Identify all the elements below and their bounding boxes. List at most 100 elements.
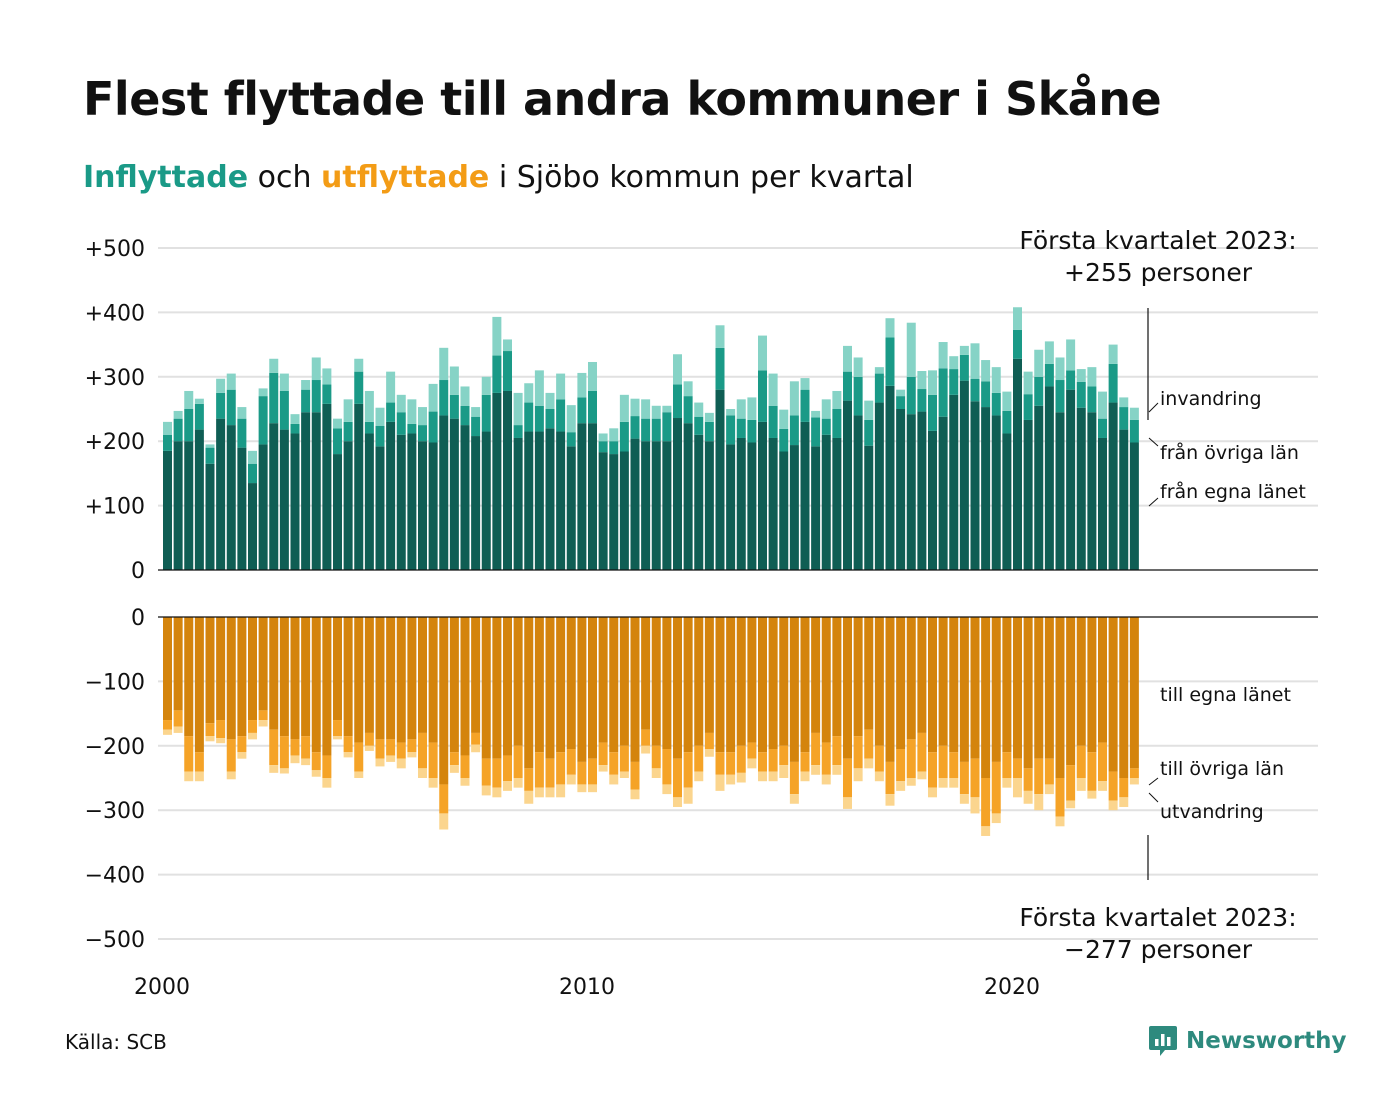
bar-in-other-counties xyxy=(991,392,1001,416)
bar-out-own-county xyxy=(959,617,969,762)
bar-out-own-county xyxy=(896,617,906,750)
brand-logo[interactable]: Newsworthy xyxy=(1148,1024,1347,1058)
bar-out-emigration xyxy=(428,778,438,788)
bar-in-own-county xyxy=(917,411,927,570)
bar-out-own-county xyxy=(673,617,682,759)
bar-out-own-county xyxy=(874,617,884,746)
bar-out-emigration xyxy=(843,797,852,809)
bar-out-emigration xyxy=(981,826,991,836)
bar-out-own-county xyxy=(928,617,937,753)
bar-out-other-counties xyxy=(396,742,406,759)
bar-out-other-counties xyxy=(896,749,906,782)
bar-out-own-county xyxy=(396,617,406,743)
bar-out-own-county xyxy=(577,617,587,762)
bar-out-own-county xyxy=(258,617,268,711)
bar-in-other-counties xyxy=(885,337,895,386)
bar-out-own-county xyxy=(1098,617,1107,743)
bar-out-other-counties xyxy=(864,729,874,759)
bar-in-own-county xyxy=(928,430,937,570)
bar-in-own-county xyxy=(758,421,767,570)
bar-out-own-county xyxy=(226,617,236,740)
x-tick-label: 2010 xyxy=(559,975,615,1000)
bar-out-own-county xyxy=(758,617,767,753)
bar-in-other-counties xyxy=(577,397,587,424)
bar-in-immigration xyxy=(248,450,257,464)
bar-out-own-county xyxy=(418,617,427,733)
bar-out-own-county xyxy=(386,617,396,740)
bar-out-other-counties xyxy=(726,752,736,775)
bar-in-own-county xyxy=(1013,358,1022,570)
bar-in-other-counties xyxy=(1087,386,1097,413)
bar-in-immigration xyxy=(333,418,342,429)
bar-out-emigration xyxy=(1023,790,1033,804)
bar-out-other-counties xyxy=(524,768,534,791)
bar-in-other-counties xyxy=(1076,381,1086,408)
bar-in-immigration xyxy=(279,373,289,391)
bar-out-other-counties xyxy=(311,752,321,771)
bar-out-emigration xyxy=(673,797,682,807)
chart-subtitle: Inflyttade och utflyttade i Sjöbo kommun… xyxy=(83,160,914,195)
bar-out-emigration xyxy=(885,794,895,806)
bar-in-other-counties xyxy=(301,389,311,413)
bar-in-own-county xyxy=(492,392,502,570)
bar-in-other-counties xyxy=(163,434,172,451)
bar-out-emigration xyxy=(194,771,204,782)
bar-out-own-county xyxy=(651,617,661,746)
bar-in-own-county xyxy=(1002,433,1012,570)
bar-in-own-county xyxy=(566,446,576,570)
bar-out-own-county xyxy=(694,617,704,746)
bar-in-immigration xyxy=(1066,339,1076,371)
bar-out-own-county xyxy=(641,617,651,730)
bar-in-own-county xyxy=(970,401,980,570)
bar-in-own-county xyxy=(216,418,226,570)
bar-out-other-counties xyxy=(1076,745,1086,778)
bar-in-immigration xyxy=(874,367,884,374)
bar-in-own-county xyxy=(503,390,512,570)
bar-out-own-county xyxy=(832,617,842,737)
bar-out-other-counties xyxy=(811,732,821,766)
bar-out-own-county xyxy=(364,617,374,733)
bar-in-immigration xyxy=(662,405,672,413)
bar-in-own-county xyxy=(513,437,523,570)
bar-in-own-county xyxy=(949,394,959,570)
brand-name: Newsworthy xyxy=(1186,1028,1347,1054)
bar-out-other-counties xyxy=(1055,778,1065,817)
bar-in-other-counties xyxy=(959,354,969,381)
bar-in-other-counties xyxy=(715,347,725,390)
bar-in-own-county xyxy=(545,428,555,570)
bar-in-own-county xyxy=(694,434,704,570)
bar-out-other-counties xyxy=(1034,758,1044,795)
bar-out-own-county xyxy=(301,617,311,737)
y-tick-label: +500 xyxy=(85,237,145,262)
bar-out-emigration xyxy=(279,768,289,774)
bar-out-emigration xyxy=(609,774,619,785)
bar-in-other-counties xyxy=(789,415,799,446)
bar-out-other-counties xyxy=(513,745,523,778)
bar-out-emigration xyxy=(917,771,927,780)
annotation-bottom-line1: Första kvartalet 2023: xyxy=(1019,903,1297,932)
bar-out-own-county xyxy=(1066,617,1076,766)
bar-in-other-counties xyxy=(503,351,512,391)
bar-out-own-county xyxy=(715,617,725,753)
bar-out-own-county xyxy=(333,617,342,721)
bar-in-other-counties xyxy=(970,378,980,402)
bar-in-other-counties xyxy=(354,371,364,404)
bar-out-emigration xyxy=(237,752,247,759)
bar-in-immigration xyxy=(917,371,927,390)
bar-out-emigration xyxy=(1066,800,1076,809)
bar-out-emigration xyxy=(449,765,459,773)
bar-out-other-counties xyxy=(715,752,725,775)
bar-out-emigration xyxy=(874,771,884,782)
bar-in-other-counties xyxy=(800,389,810,422)
bar-out-other-counties xyxy=(407,739,417,753)
bar-in-own-county xyxy=(630,438,640,570)
bar-out-other-counties xyxy=(322,755,332,778)
bar-in-own-county xyxy=(407,433,417,570)
bar-in-own-county xyxy=(896,409,906,570)
bar-out-other-counties xyxy=(1108,771,1118,801)
bar-in-immigration xyxy=(843,345,852,372)
bar-out-emigration xyxy=(598,765,608,772)
bar-in-other-counties xyxy=(736,418,746,438)
bar-in-immigration xyxy=(694,402,704,417)
bar-in-other-counties xyxy=(375,425,385,447)
